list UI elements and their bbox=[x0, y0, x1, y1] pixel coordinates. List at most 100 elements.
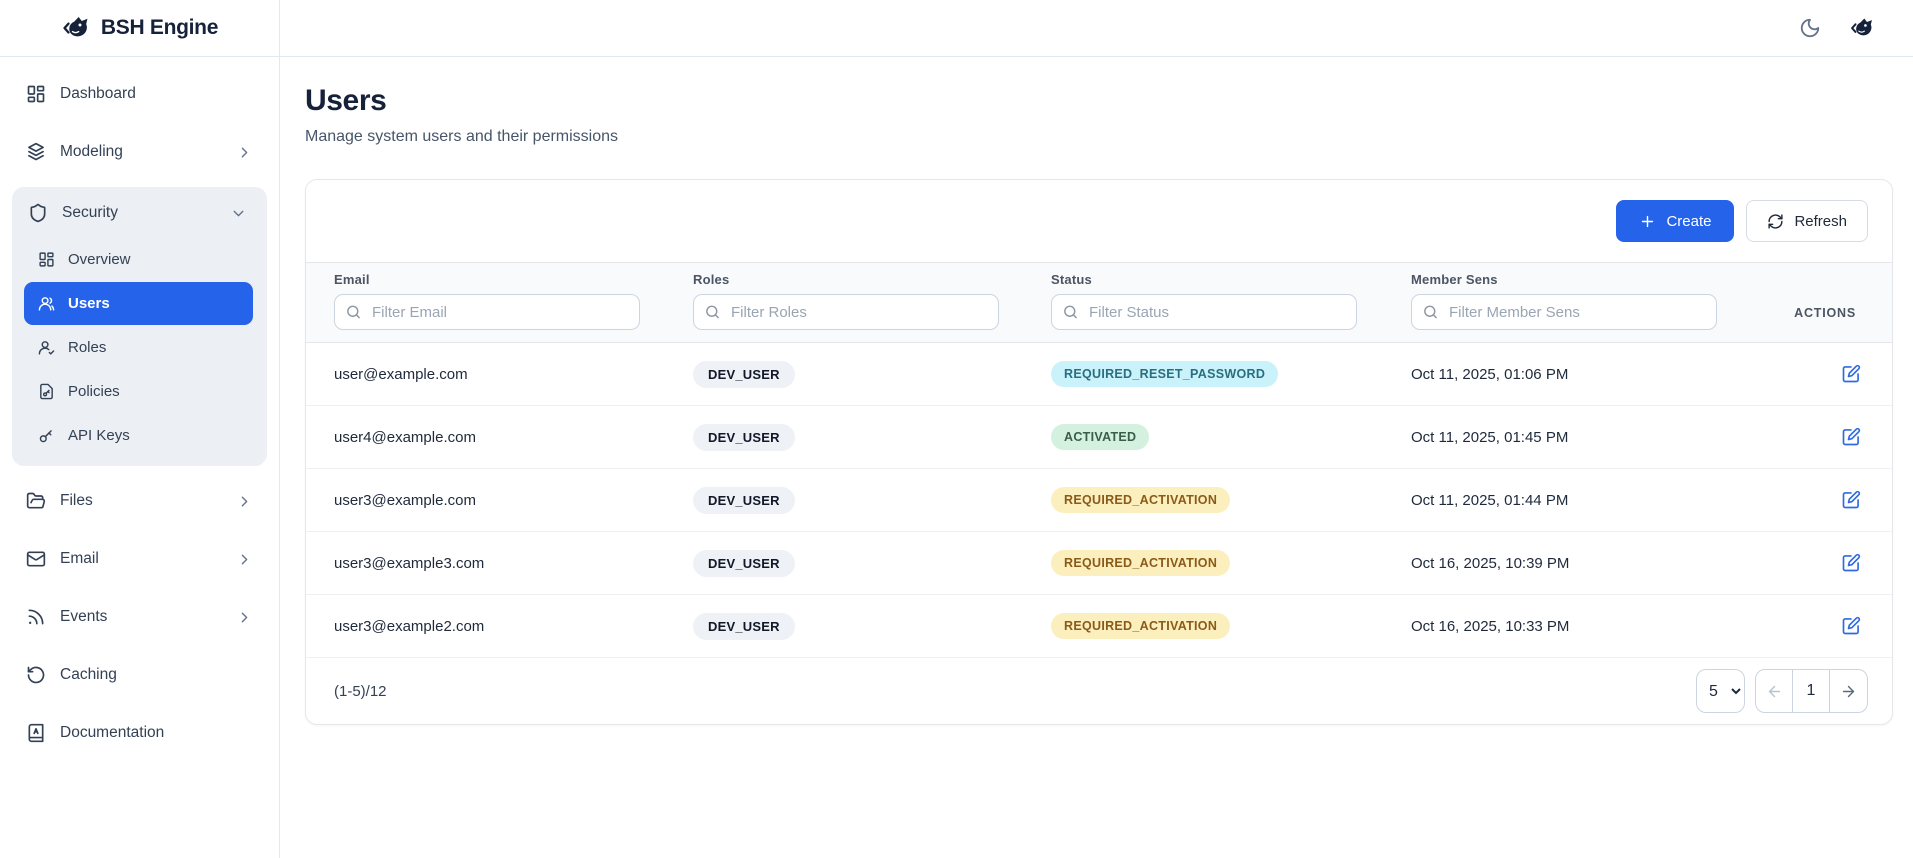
status-badge: REQUIRED_ACTIVATION bbox=[1051, 613, 1231, 639]
edit-icon bbox=[1842, 427, 1861, 446]
page-title: Users bbox=[305, 84, 387, 117]
edit-icon bbox=[1842, 616, 1861, 635]
page-content: Users Manage system users and their perm… bbox=[280, 57, 1913, 725]
user-check-icon bbox=[38, 341, 55, 355]
sidebar-item-label: API Keys bbox=[68, 427, 130, 444]
next-page-button[interactable] bbox=[1830, 670, 1867, 712]
layers-icon bbox=[28, 142, 44, 161]
brand-mark-icon[interactable] bbox=[1849, 17, 1875, 40]
key-icon bbox=[39, 430, 52, 443]
plus-icon bbox=[1642, 215, 1654, 227]
theme-toggle-moon-icon[interactable] bbox=[1799, 17, 1821, 39]
edit-icon bbox=[1842, 553, 1861, 572]
role-badge: DEV_USER bbox=[693, 486, 795, 514]
chevron-right-icon bbox=[241, 554, 248, 564]
refresh-icon bbox=[1768, 213, 1784, 229]
book-icon bbox=[28, 723, 44, 743]
sidebar-item-events[interactable]: Events bbox=[12, 594, 267, 640]
edit-icon bbox=[1842, 490, 1861, 509]
search-icon bbox=[347, 305, 360, 319]
page-navigation: 1 bbox=[1755, 669, 1868, 713]
topbar bbox=[280, 0, 1913, 57]
status-badge: REQUIRED_ACTIVATION bbox=[1051, 487, 1231, 513]
sidebar-item-label: Users bbox=[68, 295, 110, 312]
column-header-actions: ACTIONS bbox=[1794, 306, 1856, 320]
sidebar-item-overview[interactable]: Overview bbox=[24, 238, 253, 281]
sidebar-item-files[interactable]: Files bbox=[12, 478, 267, 524]
wolf-logo-icon bbox=[63, 15, 89, 38]
edit-user-button[interactable] bbox=[1841, 490, 1861, 510]
sidebar-item-label: Caching bbox=[60, 666, 117, 683]
edit-user-button[interactable] bbox=[1841, 553, 1861, 573]
edit-user-button[interactable] bbox=[1841, 616, 1861, 636]
pagination-controls: 5 1 bbox=[1696, 669, 1868, 713]
previous-page-button[interactable] bbox=[1756, 670, 1793, 712]
sidebar-item-roles[interactable]: Roles bbox=[24, 326, 253, 369]
arrow-right-icon bbox=[1842, 685, 1855, 697]
folder-open-icon bbox=[26, 492, 46, 509]
edit-user-button[interactable] bbox=[1841, 427, 1861, 447]
sidebar-item-api-keys[interactable]: API Keys bbox=[24, 414, 253, 457]
main-area: Users Manage system users and their perm… bbox=[280, 0, 1913, 858]
table-body: user@example.com DEV_USER REQUIRED_RESET… bbox=[306, 343, 1892, 658]
sidebar-item-label: Events bbox=[60, 608, 108, 625]
column-header-member-sens: Member Sens bbox=[1411, 272, 1498, 287]
table-footer: (1-5)/12 5 1 bbox=[306, 658, 1892, 724]
users-card: Create Refresh Email bbox=[305, 179, 1893, 725]
edit-user-button[interactable] bbox=[1841, 364, 1861, 384]
refresh-button[interactable]: Refresh bbox=[1746, 200, 1868, 242]
sidebar-item-email[interactable]: Email bbox=[12, 536, 267, 582]
member-sens-filter-input[interactable] bbox=[1411, 294, 1717, 330]
page-size-select[interactable]: 5 bbox=[1696, 669, 1745, 713]
column-header-email: Email bbox=[334, 272, 370, 287]
mail-icon bbox=[26, 551, 46, 567]
roles-filter bbox=[693, 294, 999, 330]
role-badge: DEV_USER bbox=[693, 360, 795, 388]
sidebar-item-dashboard[interactable]: Dashboard bbox=[12, 71, 267, 117]
table-row: user3@example2.com DEV_USER REQUIRED_ACT… bbox=[306, 595, 1892, 658]
roles-filter-input[interactable] bbox=[693, 294, 999, 330]
member-since-date: Oct 11, 2025, 01:45 PM bbox=[1411, 428, 1569, 446]
sidebar-item-documentation[interactable]: Documentation bbox=[12, 710, 267, 756]
role-badge: DEV_USER bbox=[693, 423, 795, 451]
column-header-roles: Roles bbox=[693, 272, 730, 287]
sidebar-nav: Dashboard Modeling Security Overview bbox=[0, 57, 279, 770]
status-filter-input[interactable] bbox=[1051, 294, 1357, 330]
chevron-down-icon bbox=[233, 210, 244, 216]
sidebar-item-label: Files bbox=[60, 492, 93, 509]
search-icon bbox=[706, 305, 719, 319]
card-toolbar: Create Refresh bbox=[306, 180, 1892, 262]
member-since-date: Oct 16, 2025, 10:33 PM bbox=[1411, 617, 1570, 635]
sidebar-item-caching[interactable]: Caching bbox=[12, 652, 267, 698]
sidebar-item-modeling[interactable]: Modeling bbox=[12, 129, 267, 175]
sidebar-item-label: Documentation bbox=[60, 724, 165, 741]
member-since-date: Oct 11, 2025, 01:06 PM bbox=[1411, 365, 1569, 383]
user-email: user3@example2.com bbox=[334, 617, 485, 635]
pagination-range-label: (1-5)/12 bbox=[334, 682, 387, 700]
search-icon bbox=[1064, 305, 1077, 319]
create-button-label: Create bbox=[1666, 212, 1712, 230]
sidebar-item-label: Roles bbox=[68, 339, 107, 356]
sidebar-item-label: Email bbox=[60, 550, 99, 567]
chevron-right-icon bbox=[241, 147, 248, 157]
create-button[interactable]: Create bbox=[1616, 200, 1735, 242]
sidebar-item-security[interactable]: Security bbox=[14, 189, 261, 237]
sidebar-item-label: Modeling bbox=[60, 143, 123, 160]
users-icon bbox=[38, 297, 55, 311]
sidebar-item-label: Policies bbox=[68, 383, 120, 400]
role-badge: DEV_USER bbox=[693, 549, 795, 577]
sidebar-item-policies[interactable]: Policies bbox=[24, 370, 253, 413]
current-page-field[interactable]: 1 bbox=[1793, 670, 1830, 712]
user-email: user@example.com bbox=[334, 365, 468, 383]
arrow-left-icon bbox=[1768, 685, 1780, 697]
table-row: user3@example.com DEV_USER REQUIRED_ACTI… bbox=[306, 469, 1892, 532]
user-email: user4@example.com bbox=[334, 428, 476, 446]
sidebar-item-label: Security bbox=[62, 204, 118, 221]
sidebar-item-label: Overview bbox=[68, 251, 131, 268]
table-header: Email Roles Status bbox=[306, 262, 1892, 343]
email-filter-input[interactable] bbox=[334, 294, 640, 330]
sidebar-item-users[interactable]: Users bbox=[24, 282, 253, 325]
chevron-right-icon bbox=[241, 612, 248, 622]
page-subtitle: Manage system users and their permission… bbox=[305, 128, 619, 145]
